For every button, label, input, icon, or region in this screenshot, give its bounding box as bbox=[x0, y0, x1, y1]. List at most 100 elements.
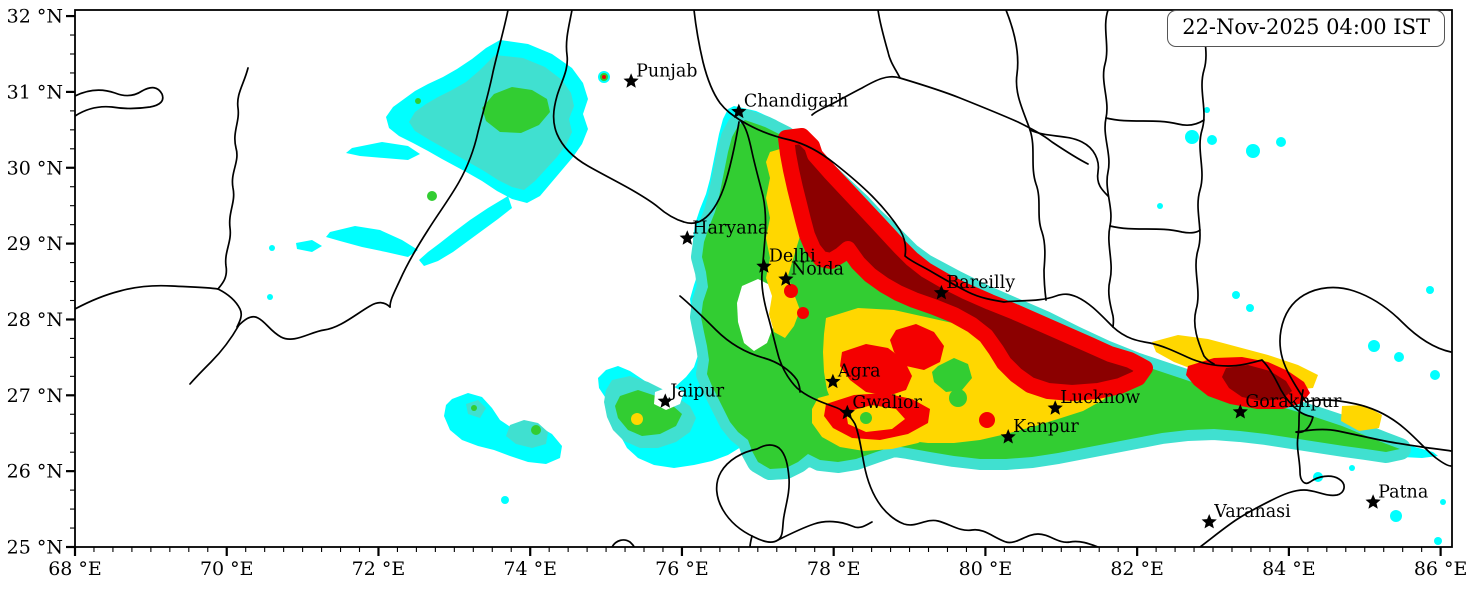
overlay-cyan-speck bbox=[1204, 107, 1210, 113]
overlay-cyan-speck bbox=[1232, 291, 1240, 299]
boundary-line bbox=[899, 77, 1089, 165]
city-label: Varanasi bbox=[1213, 502, 1291, 522]
overlay-cyan-speck bbox=[1185, 130, 1199, 144]
city-gorakhpur: Gorakhpur bbox=[1232, 392, 1342, 419]
city-label: Jaipur bbox=[668, 381, 725, 401]
city-delhi: Delhi bbox=[756, 246, 816, 273]
boundary-line bbox=[1029, 129, 1109, 197]
overlay-cyan-speck bbox=[1430, 370, 1440, 380]
timestamp-box: 22-Nov-2025 04:00 IST bbox=[1167, 10, 1445, 48]
overlay-cyan-speck bbox=[1394, 352, 1404, 362]
overlay-yellow-gwalior-center bbox=[846, 405, 905, 432]
boundary-line bbox=[389, 10, 509, 308]
overlay-green-speck bbox=[531, 425, 541, 435]
star-icon bbox=[778, 271, 794, 286]
star-icon bbox=[1047, 400, 1063, 415]
overlay-cyan-speck bbox=[267, 294, 273, 300]
city-punjab: Punjab bbox=[623, 61, 698, 88]
star-icon bbox=[756, 258, 772, 273]
overlay-yellow-east-tip bbox=[1341, 405, 1382, 431]
y-tick-label: 26 °N bbox=[7, 461, 63, 483]
boundary-line bbox=[739, 119, 1452, 452]
x-tick-label: 82 °E bbox=[1110, 558, 1164, 580]
overlay-green-speck bbox=[415, 98, 421, 104]
overlay-green-northwest-core bbox=[482, 87, 550, 133]
city-noida: Noida bbox=[778, 259, 844, 286]
overlay-red-patch-west-1 bbox=[890, 324, 944, 370]
boundary-line bbox=[611, 539, 635, 547]
star-icon bbox=[679, 230, 695, 245]
city-lucknow: Lucknow bbox=[1047, 388, 1140, 415]
x-tick-label: 76 °E bbox=[655, 558, 709, 580]
boundary-line bbox=[75, 86, 164, 117]
y-tick-label: 28 °N bbox=[7, 309, 63, 331]
boundary-line bbox=[1109, 225, 1201, 234]
x-axis: 68 °E 70 °E 72 °E 74 °E 76 °E 78 °E 80 °E 82 °E… bbox=[48, 547, 1467, 580]
boundary-line bbox=[1102, 10, 1115, 328]
boundary-line bbox=[75, 284, 219, 310]
star-icon bbox=[1365, 494, 1381, 509]
map-frame bbox=[74, 9, 1453, 548]
overlay-red-speck bbox=[979, 412, 995, 428]
overlay-cyan-speck bbox=[1157, 203, 1163, 209]
x-tick-label: 74 °E bbox=[503, 558, 557, 580]
overlay-green-speck bbox=[427, 191, 437, 201]
overlay-cyan-speck bbox=[1368, 340, 1380, 352]
overlay-red-speck bbox=[784, 284, 798, 298]
city-varanasi: Varanasi bbox=[1201, 502, 1291, 529]
city-label: Lucknow bbox=[1060, 388, 1140, 408]
overlay-green-speck bbox=[860, 412, 872, 424]
overlay-cyan-northwest-arm bbox=[419, 196, 512, 266]
star-icon bbox=[731, 103, 747, 119]
boundary-line bbox=[679, 295, 801, 393]
x-tick-label: 84 °E bbox=[1262, 558, 1316, 580]
overlay-cyan-speck bbox=[1246, 144, 1260, 158]
overlay-cyan-speck bbox=[1426, 286, 1434, 294]
x-tick-label: 70 °E bbox=[200, 558, 254, 580]
star-icon bbox=[657, 393, 673, 408]
city-label: Gorakhpur bbox=[1245, 392, 1342, 412]
overlay-cyan-speck bbox=[1390, 510, 1402, 522]
boundary-line bbox=[1105, 117, 1205, 127]
x-tick-label: 86 °E bbox=[1414, 558, 1468, 580]
city-label: Bareilly bbox=[946, 273, 1015, 293]
timestamp-text: 22-Nov-2025 04:00 IST bbox=[1182, 15, 1430, 39]
x-tick-label: 80 °E bbox=[959, 558, 1013, 580]
y-tick-label: 31 °N bbox=[7, 81, 63, 103]
star-icon bbox=[933, 284, 949, 300]
overlay-red-speck bbox=[602, 75, 606, 79]
boundary-line bbox=[552, 10, 740, 225]
city-jaipur: Jaipur bbox=[657, 381, 725, 408]
overlay-darkred-gorakhpur bbox=[1222, 365, 1292, 401]
x-tick-label: 72 °E bbox=[352, 558, 406, 580]
overlay-red-patch-west-2 bbox=[840, 344, 912, 396]
boundary-line bbox=[811, 10, 901, 116]
star-icon bbox=[825, 373, 841, 389]
city-label: Punjab bbox=[636, 61, 697, 81]
overlay-cyan-speck bbox=[1440, 499, 1446, 505]
city-label: Delhi bbox=[769, 246, 816, 266]
city-label: Patna bbox=[1378, 482, 1428, 502]
overlay-cyan-streak-2 bbox=[326, 226, 418, 257]
overlay-cyan-speck bbox=[1434, 537, 1442, 545]
y-tick-label: 27 °N bbox=[7, 385, 63, 407]
overlay-cyan-speck bbox=[1207, 135, 1217, 145]
star-icon bbox=[623, 73, 639, 88]
overlay-cyan-speck bbox=[1349, 465, 1355, 471]
boundary-line bbox=[189, 324, 240, 385]
overlay-red-speck bbox=[797, 307, 809, 319]
city-label: Agra bbox=[837, 362, 881, 382]
city-label: Gwalior bbox=[852, 393, 922, 413]
city-label: Chandigarh bbox=[744, 92, 848, 112]
star-icon bbox=[1201, 514, 1217, 529]
city-label: Kanpur bbox=[1013, 417, 1079, 437]
city-label: Haryana bbox=[692, 218, 768, 238]
boundary-line bbox=[693, 10, 1099, 547]
y-tick-label: 32 °N bbox=[7, 6, 63, 28]
x-tick-label: 68 °E bbox=[48, 558, 102, 580]
y-tick-label: 30 °N bbox=[7, 157, 63, 179]
overlay-green-patch-belt bbox=[932, 358, 972, 392]
overlay-cyan-speck bbox=[501, 496, 509, 504]
